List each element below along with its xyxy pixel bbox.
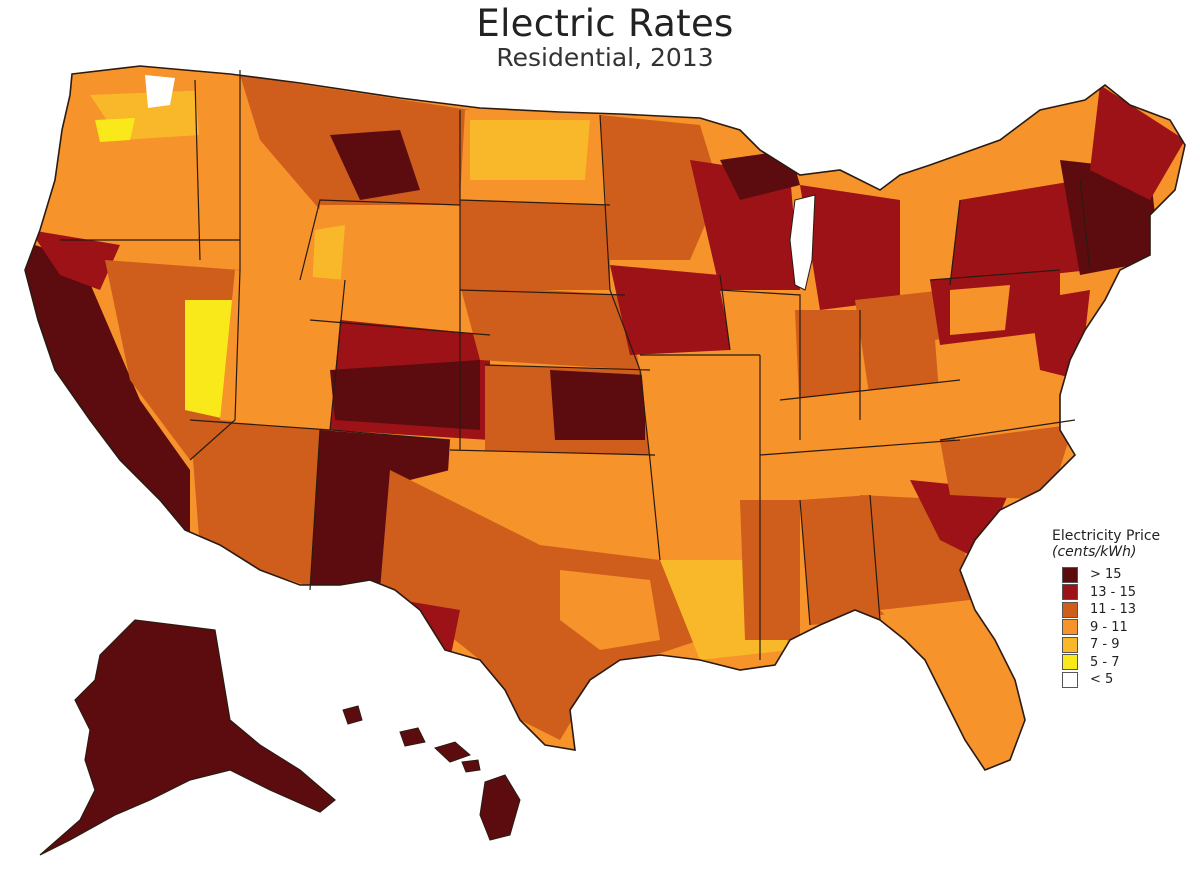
legend-item: 7 - 9 <box>1052 636 1192 654</box>
region-alabama <box>800 495 880 625</box>
region-tennessee <box>760 440 960 510</box>
region-idaho <box>195 75 320 280</box>
hawaii <box>342 705 521 841</box>
legend-swatch <box>1062 671 1078 688</box>
region-south-dakota <box>460 200 610 290</box>
region-west-virginia <box>935 330 1000 405</box>
legend-swatch <box>1062 636 1078 653</box>
region-nv-yellow <box>185 300 235 420</box>
region-wyoming <box>310 205 460 320</box>
region-oklahoma <box>450 450 660 560</box>
legend-label: 7 - 9 <box>1090 637 1120 653</box>
region-arkansas <box>650 460 760 560</box>
region-tx-orange <box>560 570 660 650</box>
legend-label: 11 - 13 <box>1090 602 1137 618</box>
region-mt-dark <box>330 130 420 200</box>
legend-swatch <box>1062 566 1078 583</box>
legend-label: < 5 <box>1090 672 1114 688</box>
legend-swatch <box>1062 601 1078 618</box>
legend-item: > 15 <box>1052 566 1192 584</box>
region-minnesota <box>600 115 720 260</box>
legend-item: < 5 <box>1052 671 1192 689</box>
region-co-dark <box>330 360 480 430</box>
region-kentucky <box>780 380 960 460</box>
region-texas <box>380 470 700 740</box>
legend-label: 5 - 7 <box>1090 654 1120 670</box>
state-borders <box>60 70 1091 660</box>
legend-swatch <box>1062 584 1078 601</box>
region-nd-yellow <box>470 120 590 180</box>
region-mississippi <box>740 500 800 640</box>
region-arizona <box>190 420 330 590</box>
region-ca-north <box>30 230 120 290</box>
region-north-carolina <box>940 420 1075 500</box>
region-pa-orange <box>950 285 1010 335</box>
alaska <box>39 619 336 856</box>
region-wy-yellow <box>312 225 345 292</box>
legend-item: 11 - 13 <box>1052 601 1192 619</box>
legend-item: 13 - 15 <box>1052 584 1192 602</box>
lake-michigan <box>789 194 816 291</box>
region-wisconsin <box>690 160 800 290</box>
map-subtitle: Residential, 2013 <box>496 43 714 72</box>
region-maine <box>1090 85 1185 200</box>
legend-unit: (cents/kWh) <box>1052 544 1137 560</box>
legend-label: > 15 <box>1090 567 1122 583</box>
region-utah <box>220 270 345 430</box>
legend-item: 9 - 11 <box>1052 619 1192 637</box>
legend-swatch <box>1062 619 1078 636</box>
region-iowa <box>610 265 730 355</box>
legend-swatch <box>1062 654 1078 671</box>
region-wa-bright <box>95 118 135 142</box>
region-florida <box>880 600 1020 770</box>
legend: Electricity Price (cents/kWh) > 15 13 - 1… <box>1052 528 1192 689</box>
region-new-york <box>950 180 1090 285</box>
region-california <box>25 240 190 540</box>
legend-label: 13 - 15 <box>1090 584 1137 600</box>
region-nebraska <box>460 285 640 370</box>
legend-item: 5 - 7 <box>1052 654 1192 672</box>
legend-label: 9 - 11 <box>1090 619 1128 635</box>
conus-outline <box>24 65 1186 771</box>
region-ohio <box>855 290 950 400</box>
legend-title: Electricity Price <box>1052 528 1161 544</box>
region-michigan <box>800 185 900 310</box>
region-ks-dark <box>550 370 645 440</box>
map-title: Electric Rates <box>476 2 734 45</box>
region-missouri <box>640 355 760 465</box>
region-wa-lowest <box>145 75 175 108</box>
